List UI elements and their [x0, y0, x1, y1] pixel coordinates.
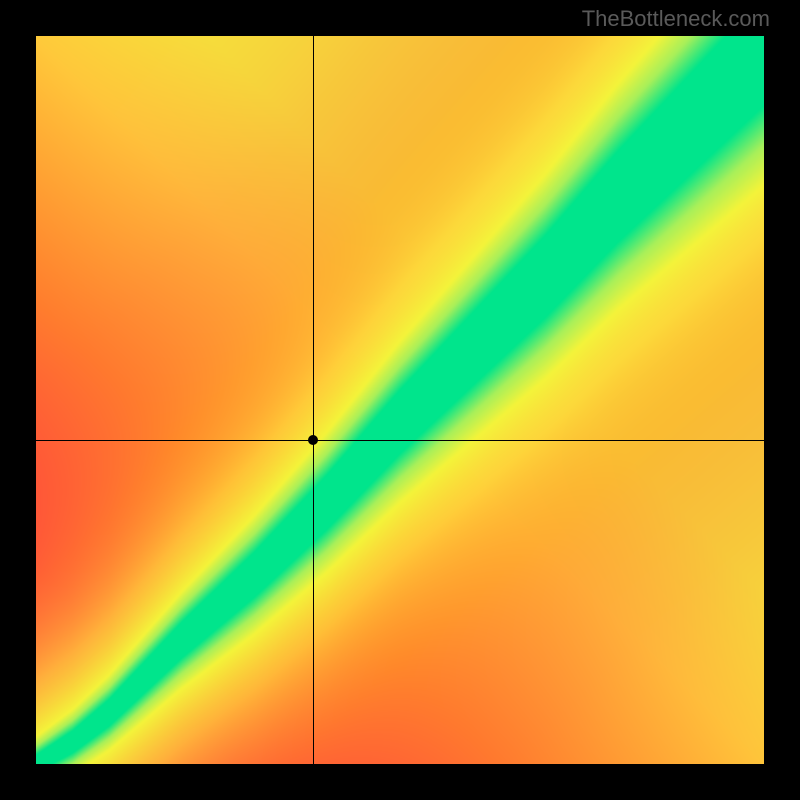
crosshair-horizontal — [36, 440, 764, 441]
crosshair-marker — [308, 435, 318, 445]
heatmap-canvas — [36, 36, 764, 764]
crosshair-vertical — [313, 36, 314, 764]
bottleneck-heatmap — [36, 36, 764, 764]
watermark-text: TheBottleneck.com — [582, 6, 770, 32]
